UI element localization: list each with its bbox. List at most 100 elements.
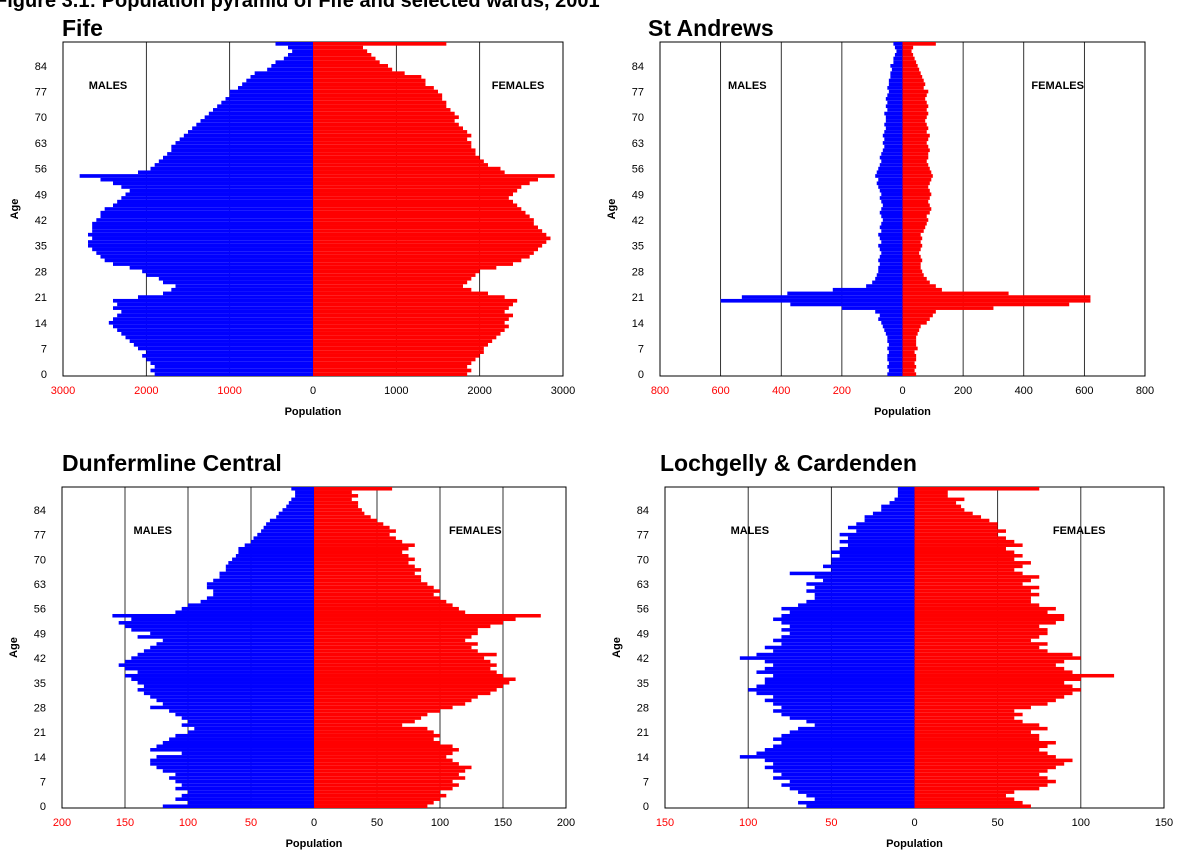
bar [314, 740, 440, 745]
bar [789, 786, 915, 791]
bar [914, 702, 1048, 706]
bar [313, 372, 468, 376]
bar [150, 762, 314, 766]
bar [902, 313, 933, 318]
bar [275, 42, 313, 46]
bar [121, 196, 313, 200]
bar [875, 309, 903, 314]
bar [313, 130, 468, 134]
bar [914, 656, 1081, 660]
y-tick-label: 14 [632, 318, 644, 330]
x-tick-label: 200 [833, 385, 851, 397]
bar [902, 247, 921, 252]
bar [131, 617, 314, 622]
bar [313, 232, 547, 237]
x-tick-label: 150 [1155, 817, 1173, 829]
bar [902, 320, 927, 325]
bar [314, 487, 393, 491]
bar [200, 599, 314, 604]
bar [162, 638, 314, 643]
y-tick-label: 0 [643, 801, 649, 813]
bar [314, 539, 403, 544]
bar [881, 240, 903, 244]
bar [313, 75, 422, 79]
bar [756, 684, 915, 689]
bar [313, 49, 368, 54]
bar [914, 515, 982, 519]
bar [314, 797, 440, 801]
bar [914, 603, 1040, 607]
bar [314, 705, 453, 710]
bar [251, 539, 314, 544]
bar [914, 592, 1040, 597]
x-axis-title: Population [874, 406, 931, 418]
bar [764, 659, 915, 664]
bar [914, 610, 1048, 614]
bar [875, 276, 903, 281]
bar [286, 504, 314, 509]
x-tick-label: 100 [179, 817, 197, 829]
x-tick-label: 3000 [551, 385, 575, 397]
bar [902, 357, 917, 362]
bar [206, 585, 314, 590]
bar [314, 659, 491, 664]
bar [314, 681, 510, 685]
bar [888, 350, 903, 354]
bar [175, 712, 314, 717]
bar [914, 684, 1073, 689]
bar [914, 716, 1015, 720]
bar [314, 688, 497, 692]
bar [150, 361, 313, 365]
bar [814, 797, 915, 801]
bar [902, 243, 923, 248]
bar [181, 606, 314, 611]
bar [314, 578, 422, 583]
bar [914, 638, 1031, 643]
bar [894, 497, 915, 502]
bar [314, 638, 466, 643]
bar [831, 561, 915, 565]
bar [162, 740, 314, 745]
bar [313, 251, 534, 255]
bar [88, 240, 313, 244]
bar [914, 751, 1048, 756]
bar [313, 144, 472, 149]
bar [887, 372, 903, 376]
bar [914, 695, 1065, 699]
y-tick-label: 56 [34, 604, 46, 616]
chart-title: Fife [62, 15, 103, 41]
bar [313, 155, 480, 160]
bar [129, 265, 313, 270]
x-tick-label: 600 [711, 385, 729, 397]
bar [914, 786, 1040, 791]
bar [787, 291, 903, 296]
bar [313, 353, 480, 358]
bar [764, 698, 915, 703]
bar [881, 251, 903, 255]
bar [893, 60, 903, 65]
bar [137, 652, 314, 657]
bar [881, 199, 903, 204]
bar [806, 589, 915, 593]
bar [889, 501, 915, 505]
bar [902, 331, 918, 336]
bar [313, 119, 455, 123]
chart-title: Lochgelly & Cardenden [660, 450, 917, 476]
x-tick-label: 50 [371, 817, 383, 829]
bar [313, 170, 505, 175]
bar [756, 652, 915, 657]
bar [219, 575, 314, 579]
bar [117, 328, 314, 332]
bar [902, 126, 929, 131]
bar [314, 804, 428, 808]
bar [313, 240, 547, 244]
bar [138, 170, 313, 175]
bar [890, 64, 903, 68]
bar [200, 119, 313, 123]
bar [902, 163, 929, 167]
y-axis-title: Age [606, 199, 618, 220]
figure-title: Figure 3.1: Population pyramid of Fife a… [0, 0, 600, 12]
bar [313, 42, 447, 46]
x-tick-label: 150 [116, 817, 134, 829]
x-tick-label: 150 [494, 817, 512, 829]
